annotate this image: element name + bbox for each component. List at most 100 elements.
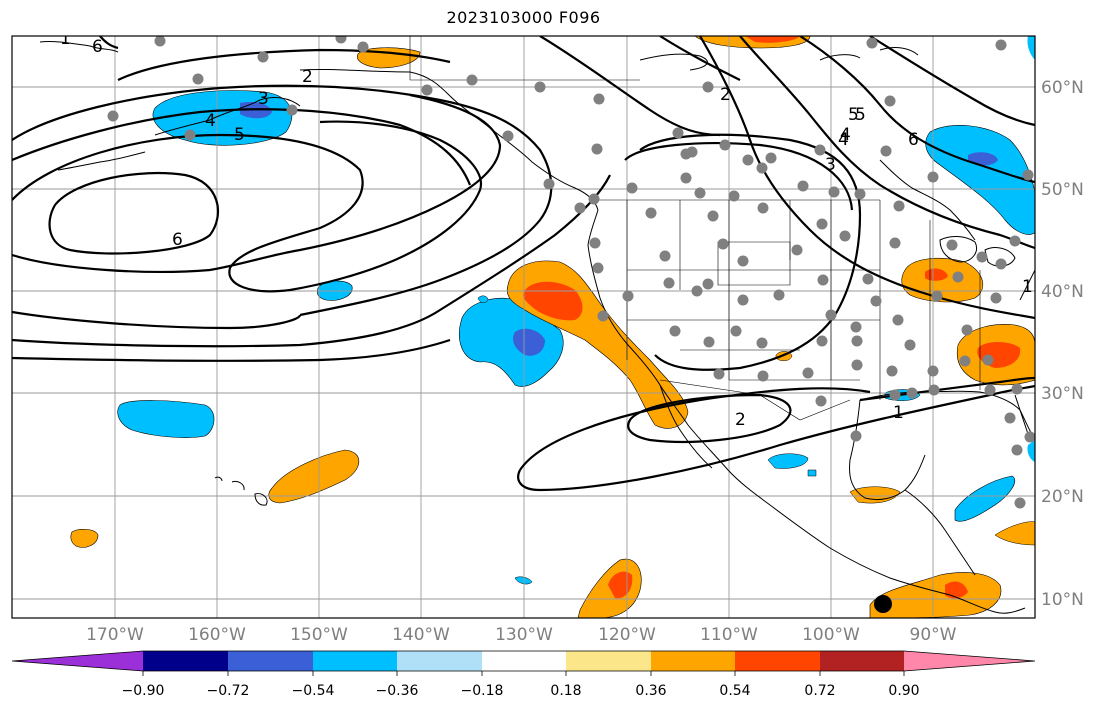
contour-na-1: [639, 133, 862, 371]
neg-anomaly-northeast-inner: [968, 152, 998, 166]
contour-label: 6: [172, 230, 183, 250]
map-title: 2023103000 F096: [446, 8, 601, 27]
lon-label: 170°W: [86, 625, 144, 645]
contour-label: 6: [908, 130, 919, 150]
contour-label: 4: [205, 111, 216, 131]
neg-anomaly-130w-inner: [513, 328, 545, 356]
contour-label: 5: [234, 125, 245, 145]
contour-2-west: [12, 174, 611, 348]
lat-label: 30°N: [1041, 384, 1084, 404]
highlight-marker: [874, 595, 892, 613]
contour-4-west: [12, 253, 211, 273]
contour-label: 5: [855, 105, 866, 125]
colorbar-tick-label: −0.90: [122, 683, 165, 699]
contour-label-group: 6 5 4 3 2 1 6 5 4 3 2 1 5 6 4 1 2: [60, 29, 1033, 430]
pos-anomaly-yucatan: [849, 486, 901, 504]
contour-ne-3: [699, 36, 1035, 320]
colorbar-segment: [735, 651, 820, 671]
colorbar-segment: [820, 651, 904, 671]
neg-anomaly-east-edge: [1027, 440, 1035, 462]
anomaly-fills: [70, 36, 1035, 618]
lat-label: 50°N: [1041, 180, 1084, 200]
pos-anomaly-canada-inner: [745, 36, 800, 43]
lon-label: 140°W: [392, 625, 450, 645]
lat-label: 20°N: [1041, 487, 1084, 507]
colorbar-arrow-left: [12, 651, 143, 671]
contour-lines: [12, 36, 1035, 492]
colorbar-tick-label: −0.36: [376, 683, 419, 699]
contour-label: 4: [838, 130, 849, 150]
colorbar-segment: [566, 651, 651, 671]
pos-anomaly-west: [70, 529, 99, 548]
lon-label: 100°W: [802, 625, 860, 645]
neg-anomaly-small-2: [514, 576, 533, 585]
station-markers: [107, 36, 1035, 509]
neg-anomaly-caribbean: [954, 475, 1016, 522]
colorbar-tick-label: 0.72: [804, 683, 835, 699]
neg-anomaly-mexico: [767, 453, 809, 469]
longitude-labels: 170°W 160°W 150°W 140°W 130°W 120°W 110°…: [86, 625, 957, 645]
pos-anomaly-pacific: [268, 449, 360, 504]
contour-6-west: [48, 171, 219, 255]
pos-anomaly-caribbean: [994, 521, 1035, 546]
colorbar-tick-label: −0.72: [207, 683, 250, 699]
lon-label: 110°W: [700, 625, 758, 645]
pos-anomaly-east-pacific-inner: [608, 571, 633, 599]
map-frame: [11, 35, 1036, 619]
neg-anomaly-hawaii: [117, 400, 215, 438]
contour-ne-5: [799, 36, 1035, 184]
contour-ne-1: [659, 36, 741, 81]
contour-5-west: [12, 120, 483, 293]
contour-label: 3: [825, 155, 836, 175]
contour-label: 5: [848, 105, 859, 125]
contour-2-north: [117, 48, 451, 81]
lon-label: 120°W: [598, 625, 656, 645]
colorbar-arrow-right: [904, 651, 1035, 671]
colorbar-segment: [397, 651, 482, 671]
contour-top-1: [99, 36, 119, 50]
lon-label: 150°W: [290, 625, 348, 645]
contour-label: 1: [893, 403, 904, 423]
neg-anomaly-northeast: [925, 125, 1035, 235]
contour-label: 1: [1022, 277, 1033, 297]
lon-label: 90°W: [910, 625, 957, 645]
contour-label: 1: [60, 29, 71, 49]
colorbar-segment: [651, 651, 735, 671]
borders: [409, 36, 981, 421]
contour-3-west: [12, 84, 553, 317]
colorbar: −0.90 −0.72 −0.54 −0.36 −0.18 0.18 0.36 …: [11, 650, 1036, 699]
pos-anomaly-midwest-inner: [925, 268, 948, 281]
colorbar-tick-label: −0.54: [292, 683, 335, 699]
lon-label: 160°W: [188, 625, 246, 645]
lat-label: 10°N: [1041, 590, 1084, 610]
contour-1-west: [12, 338, 451, 362]
colorbar-tick-label: 0.54: [719, 683, 750, 699]
contour-label: 2: [302, 67, 313, 87]
latitude-labels: 60°N 50°N 40°N 30°N 20°N 10°N: [1041, 78, 1084, 610]
contour-label: 2: [720, 85, 731, 105]
neg-anomaly-dot: [477, 295, 489, 303]
contour-label: 2: [735, 410, 746, 430]
lat-label: 60°N: [1041, 78, 1084, 98]
colorbar-ticks: [142, 671, 905, 676]
contour-ne-4: [739, 36, 1035, 250]
colorbar-tick-label: 0.18: [550, 683, 581, 699]
contour-na-3: [519, 387, 871, 471]
contour-label: 4: [840, 125, 851, 145]
contour-4: [209, 93, 502, 272]
contour-na-2: [624, 142, 854, 211]
neg-anomaly-mexico-dot: [807, 469, 817, 477]
colorbar-segment: [482, 651, 566, 671]
neg-anomaly-northeast-edge: [1027, 36, 1035, 60]
colorbar-tick-label: −0.18: [461, 683, 504, 699]
pos-anomaly-central-am-inner: [945, 581, 968, 599]
contour-ne-2: [539, 36, 721, 137]
lat-label: 40°N: [1041, 282, 1084, 302]
colorbar-tick-label: 0.90: [888, 683, 919, 699]
contour-4-mid: [12, 108, 472, 186]
lon-label: 130°W: [495, 625, 553, 645]
contour-ne-6: [869, 36, 1035, 127]
contour-label: 3: [258, 89, 269, 109]
colorbar-segment: [143, 651, 228, 671]
